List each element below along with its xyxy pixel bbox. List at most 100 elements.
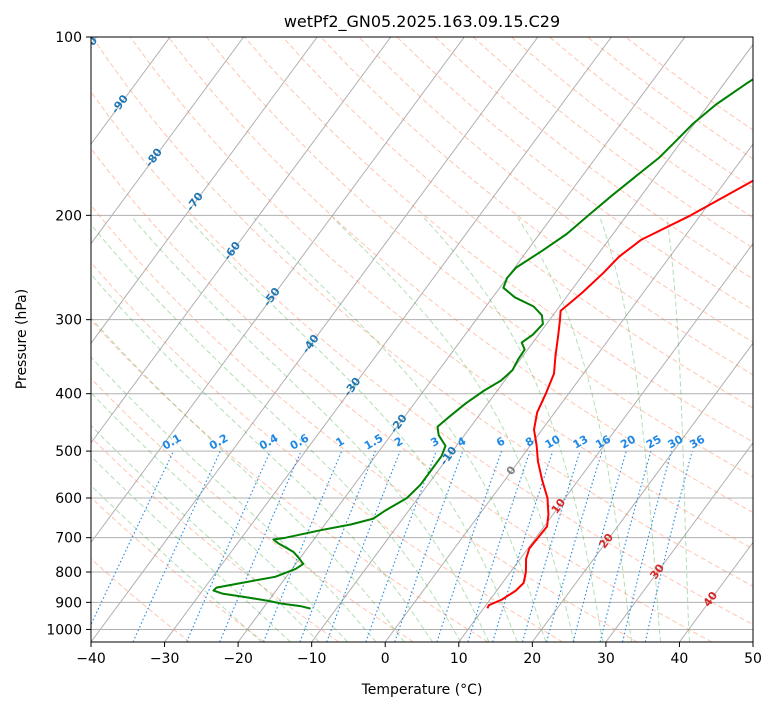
y-tick-label: 700 (55, 531, 82, 547)
moist-adiabat (91, 356, 377, 642)
isotherm-label: -80 (143, 145, 165, 169)
isotherm-line (458, 242, 753, 642)
y-axis-label: Pressure (hPa) (14, 289, 30, 389)
isotherm-label: -90 (109, 92, 131, 116)
y-tick-label: 400 (55, 387, 82, 403)
plot-frame (90, 36, 754, 643)
isotherm-line (91, 37, 245, 245)
mixing-ratio-line (521, 450, 581, 642)
mixing-ratio-line (186, 450, 271, 642)
chart-title: wetPf2_GN05.2025.163.09.15.C29 (284, 12, 560, 32)
x-tick-label: 50 (744, 651, 762, 667)
isotherm-line (531, 342, 753, 642)
mixing-ratio-label: 20 (618, 432, 638, 451)
dry-adiabat (91, 261, 563, 642)
mixing-ratio-line (219, 450, 302, 642)
y-tick-label: 200 (55, 208, 82, 224)
isotherm-line (91, 37, 392, 444)
isotherm-line (91, 37, 318, 345)
y-tick-label: 100 (55, 30, 82, 46)
mixing-ratio-line (299, 450, 376, 642)
mixing-ratio-line (91, 450, 175, 626)
mixing-ratio-line (262, 450, 343, 642)
mixing-ratio-label: 10 (543, 432, 563, 451)
mixing-ratio-line (572, 450, 627, 642)
x-tick-label: 40 (670, 651, 688, 667)
isotherm-label: -60 (221, 239, 243, 263)
y-tick-label: 900 (55, 595, 82, 611)
mixing-ratio-line (394, 450, 464, 642)
dry-adiabat (91, 436, 340, 642)
dry-adiabat (168, 37, 753, 514)
dry-adiabat (91, 558, 191, 642)
y-tick-label: 800 (55, 565, 82, 581)
dry-adiabat (396, 37, 753, 311)
mixing-ratio-label: 13 (571, 433, 591, 452)
moist-adiabat (132, 217, 490, 642)
mixing-ratio-label: 16 (593, 432, 613, 451)
mixing-ratio-line (644, 450, 693, 642)
dry-adiabat (358, 37, 753, 343)
isotherm-line (605, 441, 753, 642)
moist-adiabat (599, 217, 662, 642)
isotherm-label: -50 (261, 285, 283, 309)
moist-adiabat (91, 424, 320, 642)
dry-adiabat (434, 37, 753, 280)
moist-adiabat (91, 223, 462, 642)
x-axis-label: Temperature (°C) (361, 682, 483, 698)
isotherm-line (679, 541, 753, 642)
dry-adiabat (244, 37, 753, 443)
mixing-ratio-line (467, 450, 531, 642)
y-tick-label: 500 (55, 444, 82, 460)
isotherm-line (384, 143, 753, 642)
isotherm-label: -40 (299, 332, 321, 356)
dry-adiabat (549, 37, 753, 189)
mixing-ratio-label: 4 (455, 434, 468, 449)
moist-adiabat (91, 317, 405, 642)
x-tick-label: 20 (523, 651, 541, 667)
x-tick-label: −10 (297, 651, 327, 667)
y-tick-label: 600 (55, 491, 82, 507)
mixing-ratio-line (132, 450, 221, 642)
isotherm-line (311, 43, 753, 642)
mixing-ratio-label: 1.5 (362, 432, 385, 453)
x-tick-label: −20 (223, 651, 253, 667)
isotherm-label: -20 (388, 412, 410, 436)
mixing-ratio-line (546, 450, 603, 642)
mixing-ratio-label: 0.2 (207, 432, 230, 453)
isotherm-label: -30 (341, 375, 363, 399)
isotherm-line (237, 37, 686, 642)
moist-adiabat (91, 484, 263, 642)
moist-adiabat (253, 217, 547, 642)
mixing-ratio-line (436, 450, 503, 642)
moist-adiabat (666, 217, 691, 642)
y-tick-label: 300 (55, 313, 82, 329)
x-tick-label: 0 (381, 651, 390, 667)
isotherm-label: 20 (597, 531, 617, 551)
mixing-ratio-label: 1 (333, 435, 346, 450)
moist-adiabat (423, 217, 604, 642)
dry-adiabat (91, 204, 638, 642)
dry-adiabat (91, 90, 753, 626)
moist-adiabat (332, 217, 575, 642)
dry-adiabat (129, 37, 753, 550)
mixing-ratio-line (599, 450, 652, 642)
isotherm-line (91, 37, 465, 544)
moist-adiabat (91, 391, 349, 642)
mixing-ratio-label: 0.6 (288, 431, 312, 452)
isotherm-line (91, 37, 539, 642)
isotherm-label: 0 (504, 463, 519, 477)
isotherm-label: -70 (184, 190, 206, 214)
x-tick-label: −40 (76, 651, 106, 667)
moist-adiabat (187, 217, 518, 642)
dry-adiabat (91, 319, 489, 642)
dry-adiabat (91, 147, 713, 642)
moist-adiabat (91, 455, 291, 642)
mixing-ratio-line (326, 450, 401, 642)
mixing-ratio-label: 25 (644, 433, 664, 452)
isotherm-label: 40 (701, 589, 721, 609)
moist-adiabat (91, 273, 433, 642)
dry-adiabat (510, 37, 753, 219)
mixing-ratio-line (492, 450, 554, 642)
